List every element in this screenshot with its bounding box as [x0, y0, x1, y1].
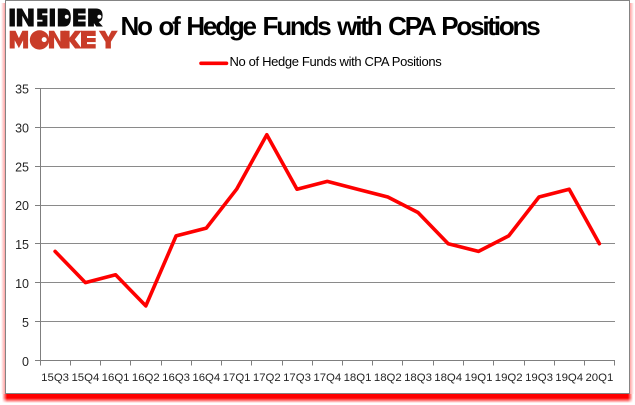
svg-text:15Q4: 15Q4	[71, 372, 99, 384]
svg-text:0: 0	[22, 355, 29, 369]
svg-text:18Q4: 18Q4	[434, 372, 462, 384]
svg-text:17Q3: 17Q3	[283, 372, 311, 384]
svg-text:19Q4: 19Q4	[555, 372, 583, 384]
svg-text:17Q2: 17Q2	[253, 372, 281, 384]
svg-text:5: 5	[22, 316, 29, 330]
svg-text:19Q1: 19Q1	[465, 372, 493, 384]
svg-text:10: 10	[15, 277, 29, 291]
svg-text:20Q1: 20Q1	[585, 372, 613, 384]
svg-text:18Q3: 18Q3	[404, 372, 432, 384]
svg-text:35: 35	[15, 83, 29, 97]
svg-text:30: 30	[15, 121, 29, 135]
svg-text:15Q3: 15Q3	[41, 372, 69, 384]
svg-text:19Q2: 19Q2	[495, 372, 523, 384]
svg-text:16Q1: 16Q1	[102, 372, 130, 384]
svg-text:17Q4: 17Q4	[313, 372, 341, 384]
svg-text:16Q4: 16Q4	[192, 372, 220, 384]
svg-text:18Q2: 18Q2	[374, 372, 402, 384]
svg-text:17Q1: 17Q1	[223, 372, 251, 384]
svg-text:15: 15	[15, 238, 29, 252]
svg-text:16Q2: 16Q2	[132, 372, 160, 384]
svg-text:19Q3: 19Q3	[525, 372, 553, 384]
svg-text:20: 20	[15, 199, 29, 213]
svg-text:18Q1: 18Q1	[344, 372, 372, 384]
svg-text:16Q3: 16Q3	[162, 372, 190, 384]
svg-text:25: 25	[15, 160, 29, 174]
